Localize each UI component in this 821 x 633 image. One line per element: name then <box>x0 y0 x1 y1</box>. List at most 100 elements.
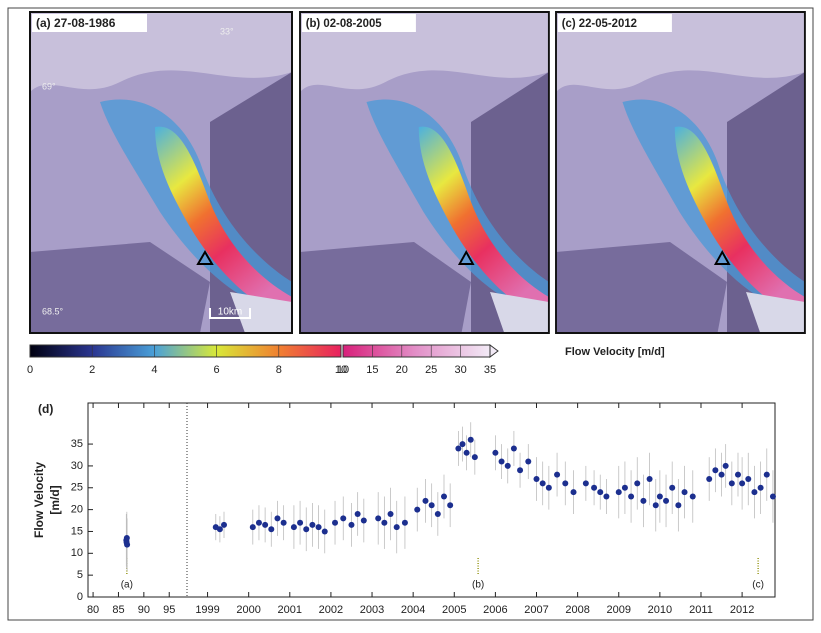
data-point <box>734 471 741 478</box>
panel-b: (b) 02-08-2005 <box>299 11 550 334</box>
label-box <box>301 14 416 32</box>
x-tick-label: 2008 <box>565 604 589 616</box>
data-point <box>621 484 628 491</box>
data-point <box>255 519 262 526</box>
data-point <box>591 484 598 491</box>
data-point <box>492 449 499 456</box>
data-point <box>414 506 421 513</box>
y-tick-label: 20 <box>71 504 83 516</box>
panel-label: (b) 02-08-2005 <box>306 17 382 30</box>
colorbar-low <box>29 344 342 358</box>
x-tick-label: 2011 <box>689 604 713 616</box>
data-point <box>652 502 659 509</box>
map-image <box>29 11 293 334</box>
data-point <box>262 521 269 528</box>
data-point <box>562 480 569 487</box>
data-point <box>428 502 435 509</box>
y-tick-label: 35 <box>71 438 83 450</box>
scale-label: 10km <box>218 307 242 318</box>
data-point <box>663 497 670 504</box>
data-point <box>722 462 729 469</box>
panel-label: (d) <box>38 402 53 416</box>
x-tick-label: 2005 <box>442 604 466 616</box>
data-point <box>597 489 604 496</box>
data-point <box>545 484 552 491</box>
colorbar-high <box>342 344 491 358</box>
x-tick-label: 2000 <box>236 604 260 616</box>
data-point <box>745 476 752 483</box>
data-point <box>123 535 130 542</box>
x-tick-label: 2007 <box>524 604 548 616</box>
data-point <box>634 480 641 487</box>
colorbar-tick-label: 15 <box>366 364 378 376</box>
data-point <box>290 524 297 531</box>
data-point <box>393 524 400 531</box>
data-point <box>669 484 676 491</box>
data-point <box>582 480 589 487</box>
data-point <box>510 445 517 452</box>
label-box <box>557 14 672 32</box>
data-point <box>348 521 355 528</box>
data-point <box>675 502 682 509</box>
data-point <box>763 471 770 478</box>
panel-a: (a) 27-08-1986 33° 69° 68.5° 10km <box>29 11 293 334</box>
data-point <box>124 541 131 548</box>
x-tick-label: 2001 <box>278 604 302 616</box>
data-point <box>268 526 275 533</box>
data-point <box>640 497 647 504</box>
x-tick-label: 95 <box>163 604 175 616</box>
colorbar-tick-label: 4 <box>151 364 157 376</box>
data-point <box>440 493 447 500</box>
colorbar-tick-label: 35 <box>484 364 496 376</box>
x-tick-label: 2012 <box>730 604 754 616</box>
plot-frame <box>87 402 776 598</box>
data-point <box>381 519 388 526</box>
data-point <box>712 467 719 474</box>
data-point <box>681 489 688 496</box>
data-point <box>321 528 328 535</box>
data-point <box>646 476 653 483</box>
data-point <box>315 524 322 531</box>
data-point <box>504 462 511 469</box>
data-point <box>615 489 622 496</box>
data-point <box>422 497 429 504</box>
data-point <box>751 489 758 496</box>
data-point <box>757 484 764 491</box>
data-point <box>303 526 310 533</box>
y-tick-label: 30 <box>71 460 83 472</box>
map-image <box>555 11 806 334</box>
data-point <box>447 502 454 509</box>
colorbar-tick-label: 10 <box>335 364 347 376</box>
x-tick-label: 2006 <box>483 604 507 616</box>
colorbar-tick-label: 20 <box>396 364 408 376</box>
colorbar-tick-label: 8 <box>276 364 282 376</box>
data-point <box>401 519 408 526</box>
data-point <box>463 449 470 456</box>
data-point <box>434 510 441 517</box>
data-point <box>221 521 228 528</box>
colorbar-tick-label: 25 <box>425 364 437 376</box>
annotation-label: (b) <box>472 580 484 591</box>
panel-frame <box>555 11 806 334</box>
data-point <box>280 519 287 526</box>
data-point <box>718 471 725 478</box>
lat-label: 69° <box>42 81 56 91</box>
data-point <box>769 493 776 500</box>
colorbar-tick-label: 10 <box>337 364 349 376</box>
colorbar-label: Flow Velocity [m/d] <box>565 346 665 358</box>
data-point <box>533 476 540 483</box>
data-point <box>525 458 532 465</box>
x-tick-label: 2009 <box>607 604 631 616</box>
y-tick-label: 25 <box>71 482 83 494</box>
y-tick-label: 10 <box>71 547 83 559</box>
panel-label: (a) 27-08-1986 <box>36 16 116 30</box>
y-axis-label: [m/d] <box>48 485 62 514</box>
data-point <box>249 524 256 531</box>
data-point <box>216 526 223 533</box>
data-point <box>539 480 546 487</box>
data-point <box>459 441 466 448</box>
data-point <box>728 480 735 487</box>
data-point <box>471 454 478 461</box>
panel-frame <box>29 11 293 334</box>
